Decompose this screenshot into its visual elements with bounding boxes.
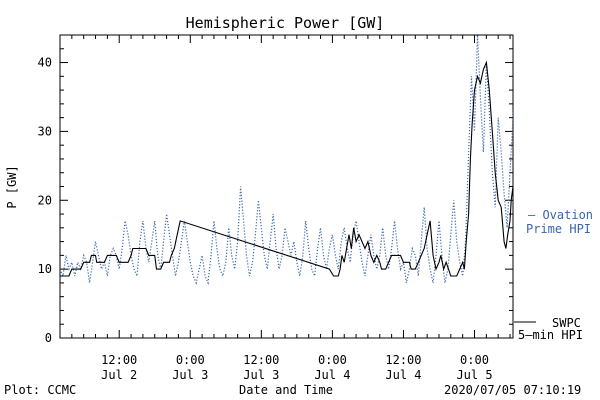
series-swpc-line bbox=[60, 60, 513, 277]
chart-title: Hemispheric Power [GW] bbox=[186, 14, 385, 32]
series-ovation-prime-line bbox=[60, 35, 513, 286]
y-tick-label: 20 bbox=[38, 193, 52, 207]
y-tick-label: 30 bbox=[38, 124, 52, 138]
plot-frame bbox=[59, 34, 514, 339]
x-tick-label-date: Jul 4 bbox=[314, 368, 350, 382]
legend-ovation-line1: – Ovation bbox=[528, 208, 593, 222]
y-tick-label: 40 bbox=[38, 56, 52, 70]
x-tick-label-time: 0:00 bbox=[460, 353, 489, 367]
x-tick-label-time: 12:00 bbox=[243, 353, 279, 367]
x-tick-label-date: Jul 5 bbox=[456, 368, 492, 382]
y-tick-label: 0 bbox=[45, 331, 52, 345]
x-tick-label-time: 12:00 bbox=[101, 353, 137, 367]
x-tick-label-time: 12:00 bbox=[385, 353, 421, 367]
y-axis-label: P [GW] bbox=[5, 165, 19, 208]
legend-ovation-line2: Prime HPI bbox=[526, 222, 591, 236]
y-tick-label: 10 bbox=[38, 262, 52, 276]
x-tick-label-date: Jul 4 bbox=[385, 368, 421, 382]
x-axis-label: Date and Time bbox=[239, 383, 333, 397]
x-tick-label-date: Jul 3 bbox=[243, 368, 279, 382]
series-layer bbox=[60, 35, 513, 286]
x-tick-label-time: 0:00 bbox=[318, 353, 347, 367]
legend-swpc-line1: SWPC bbox=[552, 316, 581, 330]
plot-timestamp: 2020/07/05 07:10:19 bbox=[444, 383, 581, 397]
axis-ticks bbox=[60, 35, 513, 339]
x-tick-label-date: Jul 3 bbox=[172, 368, 208, 382]
plot-credit: Plot: CCMC bbox=[4, 383, 76, 397]
x-tick-label-time: 0:00 bbox=[176, 353, 205, 367]
x-tick-label-date: Jul 2 bbox=[101, 368, 137, 382]
legend-swpc-line2: 5–min HPI bbox=[518, 328, 583, 342]
